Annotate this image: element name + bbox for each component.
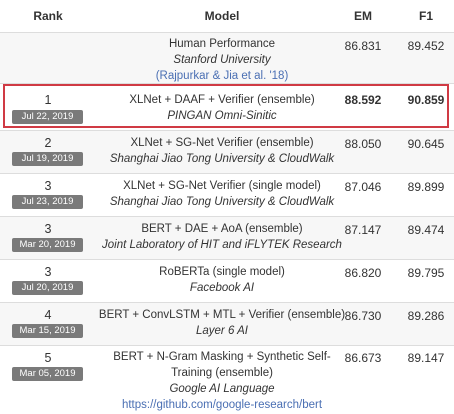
- table-row: 1 Jul 22, 2019 XLNet + DAAF + Verifier (…: [0, 83, 454, 130]
- human-performance-row: Human Performance Stanford University (R…: [0, 32, 454, 83]
- em-score: 87.147: [344, 223, 382, 237]
- f1-score: 89.899: [407, 180, 445, 194]
- model-cell: BERT + DAE + AoA (ensemble) Joint Labora…: [95, 221, 349, 253]
- rank-number: 3: [44, 222, 52, 236]
- institution-name: Joint Laboratory of HIT and iFLYTEK Rese…: [102, 239, 342, 251]
- model-name: XLNet + SG-Net Verifier (single model): [123, 180, 321, 192]
- f1-score: 89.795: [407, 266, 445, 280]
- table-row: 3 Jul 20, 2019 RoBERTa (single model) Fa…: [0, 259, 454, 302]
- human-em-score: 86.831: [344, 39, 382, 53]
- institution-name: Google AI Language: [169, 383, 275, 395]
- f1-column-header: F1: [418, 9, 433, 23]
- institution-name: Layer 6 AI: [196, 325, 248, 337]
- em-score: 88.592: [344, 93, 382, 107]
- model-cell: XLNet + SG-Net Verifier (ensemble) Shang…: [95, 135, 349, 167]
- date-badge: Jul 23, 2019: [12, 195, 83, 209]
- human-f1-score: 89.452: [407, 39, 445, 53]
- human-institution: Stanford University: [173, 54, 271, 66]
- model-name-line-1: BERT + N-Gram Masking + Synthetic Self-: [113, 351, 331, 363]
- model-name-line-2: Training (ensemble): [171, 367, 273, 379]
- table-row: 3 Jul 23, 2019 XLNet + SG-Net Verifier (…: [0, 173, 454, 216]
- rank-number: 4: [44, 308, 52, 322]
- model-cell: XLNet + DAAF + Verifier (ensemble) PINGA…: [95, 92, 349, 124]
- em-score: 87.046: [344, 180, 382, 194]
- rank-number: 1: [44, 93, 52, 107]
- model-cell: BERT + N-Gram Masking + Synthetic Self- …: [95, 349, 349, 413]
- model-cell: RoBERTa (single model) Facebook AI: [95, 264, 349, 296]
- em-column-header: EM: [354, 9, 372, 23]
- date-badge: Jul 22, 2019: [12, 110, 83, 124]
- date-badge: Mar 05, 2019: [12, 367, 83, 381]
- date-badge: Mar 20, 2019: [12, 238, 83, 252]
- human-model-cell: Human Performance Stanford University (R…: [95, 36, 349, 84]
- f1-score: 89.147: [407, 351, 445, 365]
- table-header: Rank Model EM F1: [0, 0, 454, 32]
- table-row: 3 Mar 20, 2019 BERT + DAE + AoA (ensembl…: [0, 216, 454, 259]
- institution-name: PINGAN Omni-Sinitic: [167, 110, 277, 122]
- human-citation-link[interactable]: (Rajpurkar & Jia et al. '18): [155, 70, 289, 82]
- f1-score: 90.645: [407, 137, 445, 151]
- institution-name: Shanghai Jiao Tong University & CloudWal…: [109, 196, 335, 208]
- model-name: BERT + ConvLSTM + MTL + Verifier (ensemb…: [98, 309, 346, 321]
- institution-name: Shanghai Jiao Tong University & CloudWal…: [109, 153, 335, 165]
- model-name: BERT + DAE + AoA (ensemble): [141, 223, 303, 235]
- f1-score: 89.286: [407, 309, 445, 323]
- em-score: 86.820: [344, 266, 382, 280]
- repository-link[interactable]: https://github.com/google-research/bert: [121, 399, 323, 411]
- table-row: 5 Mar 05, 2019 BERT + N-Gram Masking + S…: [0, 345, 454, 414]
- model-name: XLNet + SG-Net Verifier (ensemble): [130, 137, 314, 149]
- em-score: 86.730: [344, 309, 382, 323]
- f1-score: 90.859: [407, 93, 445, 107]
- table-row: 4 Mar 15, 2019 BERT + ConvLSTM + MTL + V…: [0, 302, 454, 345]
- model-name: XLNet + DAAF + Verifier (ensemble): [129, 94, 315, 106]
- top-rank-highlight: [3, 84, 449, 128]
- human-performance-label: Human Performance: [168, 38, 276, 50]
- model-cell: XLNet + SG-Net Verifier (single model) S…: [95, 178, 349, 210]
- rank-column-header: Rank: [33, 9, 63, 23]
- institution-name: Facebook AI: [189, 282, 255, 294]
- date-badge: Jul 20, 2019: [12, 281, 83, 295]
- rank-number: 5: [44, 351, 52, 365]
- model-column-header: Model: [204, 9, 240, 23]
- rank-number: 2: [44, 136, 52, 150]
- table-row: 2 Jul 19, 2019 XLNet + SG-Net Verifier (…: [0, 130, 454, 173]
- em-score: 88.050: [344, 137, 382, 151]
- f1-score: 89.474: [407, 223, 445, 237]
- em-score: 86.673: [344, 351, 382, 365]
- date-badge: Jul 19, 2019: [12, 152, 83, 166]
- date-badge: Mar 15, 2019: [12, 324, 83, 338]
- rank-number: 3: [44, 179, 52, 193]
- model-name: RoBERTa (single model): [159, 266, 285, 278]
- rank-number: 3: [44, 265, 52, 279]
- model-cell: BERT + ConvLSTM + MTL + Verifier (ensemb…: [95, 307, 349, 339]
